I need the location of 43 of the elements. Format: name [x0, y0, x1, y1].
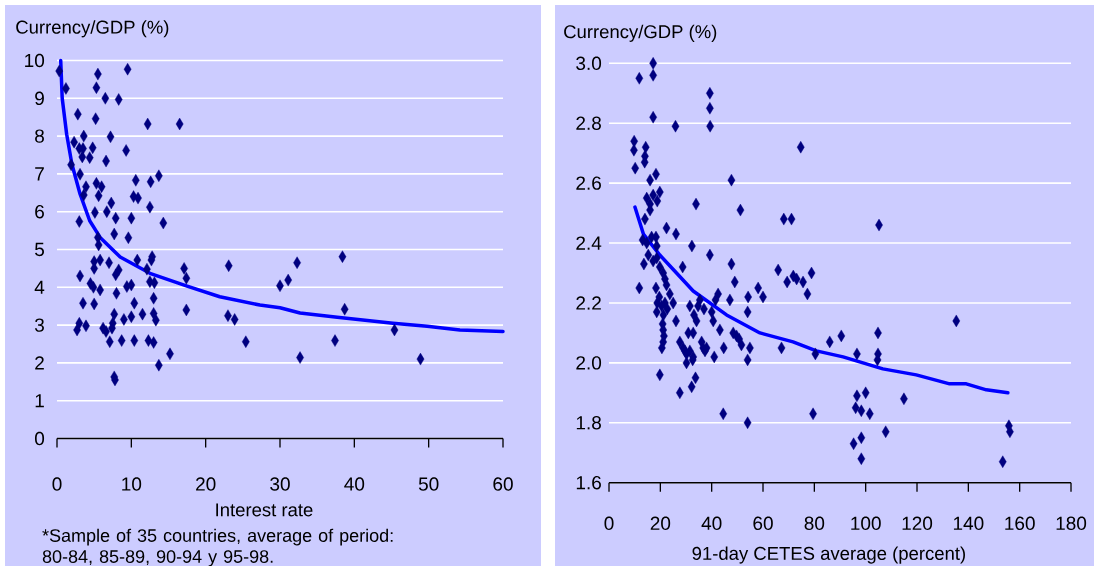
y-tick-label: 1.6: [576, 475, 601, 490]
y-tick-label: 7: [35, 167, 44, 181]
x-tick-label: 40: [701, 516, 722, 531]
x-tick-label: 10: [122, 477, 142, 491]
y-tick-label: 1.8: [576, 416, 601, 430]
x-tick-label: 140: [953, 516, 984, 531]
y-tick-label: 3: [34, 318, 44, 332]
x-tick-label: 20: [196, 477, 216, 491]
y-tick-label: 10: [25, 53, 45, 68]
x-tick-label: 120: [902, 516, 933, 531]
x-axis-title: Interest rate: [216, 503, 313, 517]
y-tick-label: 0: [34, 431, 45, 446]
y-tick-label: 3.0: [576, 56, 602, 71]
x-tick-label: 0: [604, 516, 614, 531]
x-tick-label: 180: [1056, 516, 1087, 531]
y-tick-label: 2.0: [576, 356, 602, 370]
x-tick-label: 60: [493, 477, 513, 491]
x-tick-label: 80: [804, 516, 825, 531]
x-tick-label: 0: [52, 477, 62, 491]
y-tick-label: 2.8: [576, 116, 601, 130]
y-tick-label: 2.2: [576, 296, 601, 310]
line-series: [633, 205, 1010, 395]
y-axis-title: Currency/GDP (%): [564, 24, 717, 42]
x-tick-label: 60: [753, 516, 773, 531]
y-tick-label: 2.6: [576, 176, 601, 190]
y-tick-label: 5: [35, 242, 44, 257]
text: *Sample of 35 countries, average of period: 80-84, 85-89, 90-94 y 95-98.: [42, 528, 393, 566]
y-tick-label: 9: [35, 91, 44, 106]
x-tick-label: 40: [344, 477, 365, 491]
x-axis-title: 91-day CETES average (percent): [692, 546, 965, 564]
y-axis-title: Currency/GDP (%): [16, 20, 169, 38]
y-tick-label: 8: [35, 129, 44, 143]
y-tick-label: 4: [34, 280, 45, 294]
x-tick-label: 50: [418, 477, 439, 491]
y-tick-label: 2.4: [576, 236, 602, 250]
x-tick-label: 100: [851, 516, 881, 531]
y-tick-label: 2: [35, 356, 44, 370]
x-tick-label: 160: [1005, 516, 1035, 531]
y-tick-label: 6: [35, 204, 44, 219]
x-tick-label: 30: [270, 477, 290, 491]
y-tick-label: 1: [35, 394, 44, 408]
line-series: [58, 58, 505, 334]
x-tick-label: 20: [650, 516, 671, 531]
